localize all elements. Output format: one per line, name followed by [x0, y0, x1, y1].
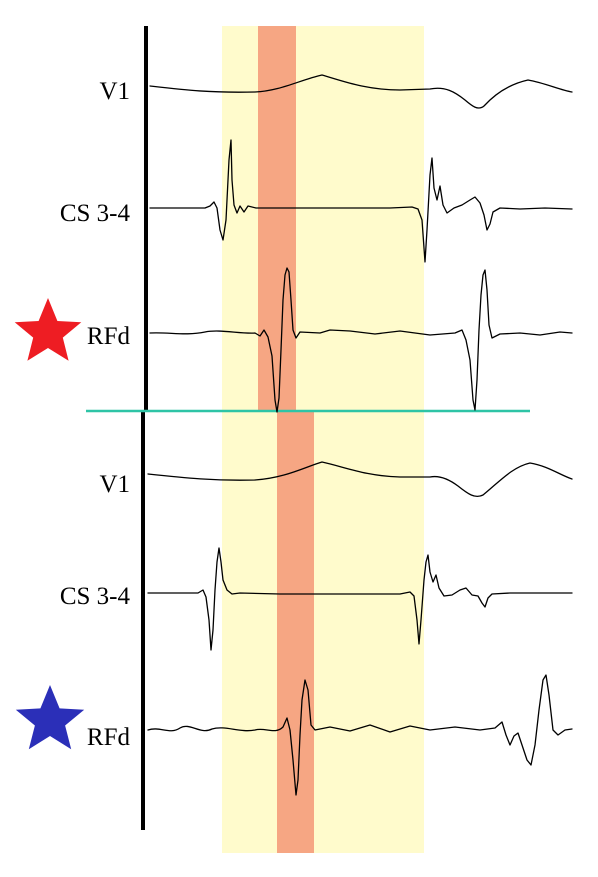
trace-bottom-v1 — [147, 461, 573, 498]
lead-label-cs34-bottom: CS 3-4 — [60, 583, 131, 610]
trace-bottom-rfd — [147, 674, 573, 796]
lead-label-v1-bottom: V1 — [99, 471, 130, 498]
measurement-window-band — [222, 26, 424, 853]
lead-label-rfd-top: RFd — [87, 323, 131, 350]
red-star-icon — [14, 298, 82, 361]
lead-label-rfd-bottom: RFd — [87, 724, 131, 751]
trace-top-cs34 — [149, 139, 573, 263]
trace-top-v1 — [149, 74, 573, 109]
lead-label-v1-top: V1 — [99, 78, 130, 105]
lead-label-cs34-top: CS 3-4 — [60, 200, 131, 227]
highlight-band-bottom — [277, 412, 314, 853]
blue-star-icon — [15, 685, 85, 750]
highlight-band-top — [258, 26, 296, 412]
trace-bottom-cs34 — [147, 547, 573, 651]
trace-top-rfd — [149, 267, 573, 413]
